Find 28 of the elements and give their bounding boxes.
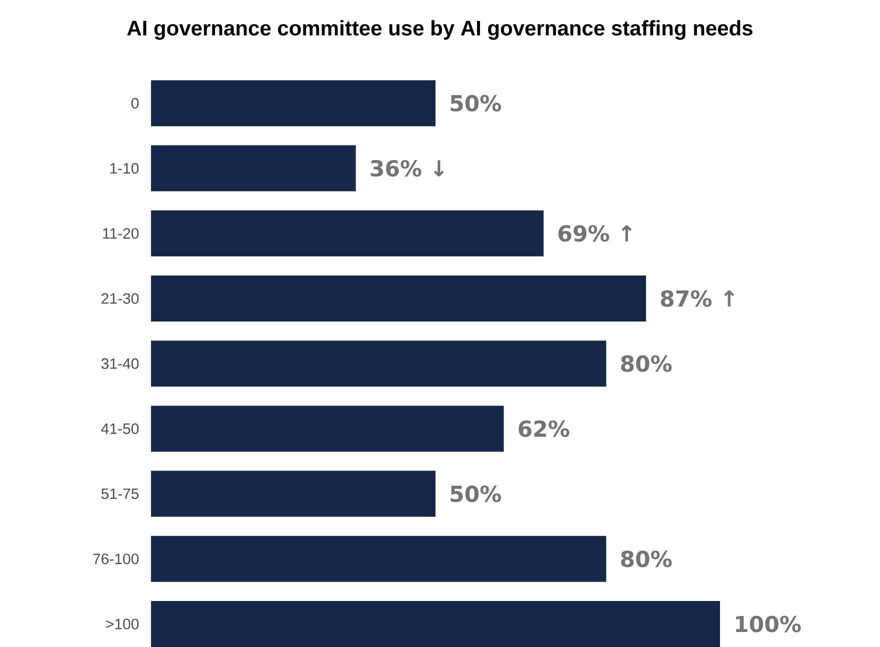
y-tick-label: 21-30 bbox=[102, 293, 139, 304]
y-tick-label: 76-100 bbox=[93, 554, 139, 564]
data-label: 36% ↓ bbox=[370, 160, 444, 177]
data-label: 69% ↑ bbox=[558, 225, 632, 242]
bar bbox=[151, 536, 606, 582]
y-tick-label: 31-40 bbox=[101, 358, 139, 369]
data-label: 62% bbox=[518, 420, 570, 438]
data-label: 80% bbox=[621, 355, 672, 372]
data-label: 80% bbox=[621, 550, 672, 568]
data-label: 50% bbox=[450, 94, 502, 112]
data-label: 100% bbox=[736, 616, 801, 632]
bar bbox=[151, 470, 436, 517]
bar bbox=[151, 406, 504, 452]
y-tick-label: 1-10 bbox=[110, 162, 139, 174]
y-tick-label: 0 bbox=[131, 98, 139, 109]
data-label: 87% ↑ bbox=[660, 290, 734, 307]
y-tick-label: 51-75 bbox=[101, 488, 139, 500]
y-tick-label: 41-50 bbox=[101, 423, 139, 434]
bar bbox=[151, 80, 436, 126]
data-label: 50% bbox=[450, 485, 502, 502]
bar bbox=[151, 601, 720, 647]
bar bbox=[151, 340, 606, 387]
bar bbox=[151, 145, 356, 192]
y-tick-label: 11-20 bbox=[103, 228, 139, 239]
bar bbox=[151, 210, 544, 256]
bar bbox=[151, 276, 646, 322]
chart-title: AI governance committee use by AI governance staffing needs bbox=[127, 20, 752, 40]
y-tick-label: >100 bbox=[106, 618, 139, 630]
